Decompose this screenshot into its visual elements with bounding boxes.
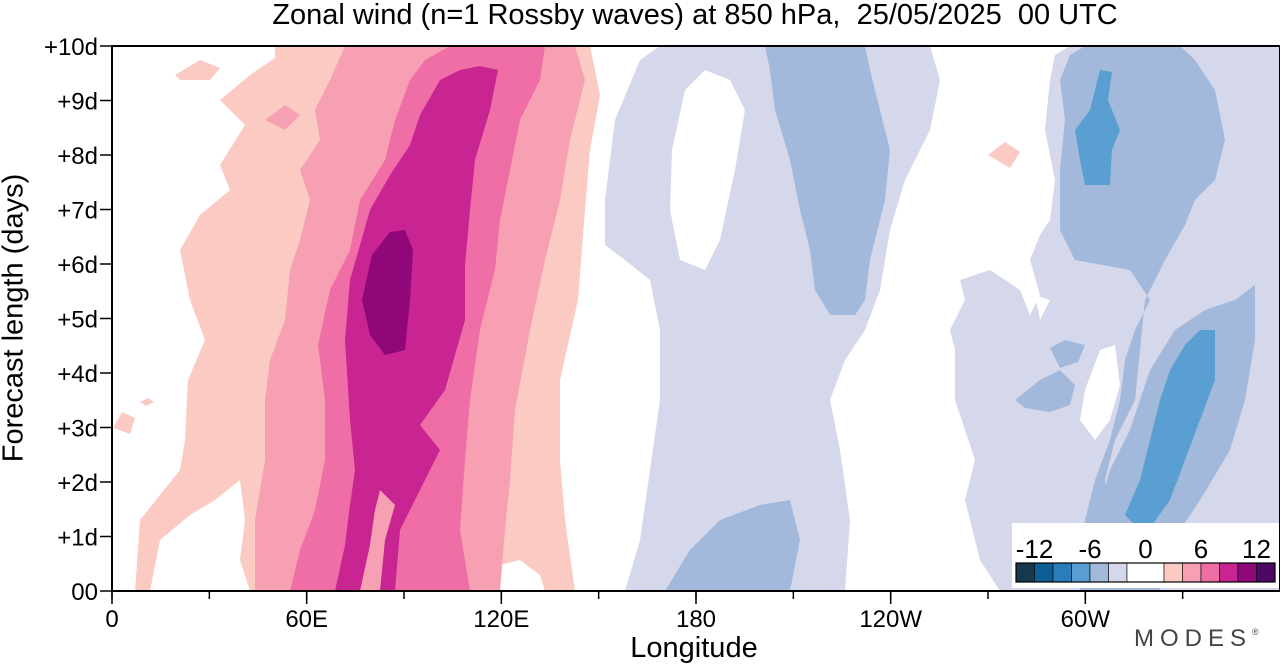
colorbar-label: 12 [1242,534,1271,564]
westerly-contour-level-4 [335,66,498,591]
westerly-contour-level-1 [495,560,545,591]
colorbar-label: -6 [1078,534,1101,564]
colorbar-swatch [1163,562,1183,583]
x-tick-label: 60E [285,606,328,633]
y-tick-label: +1d [57,525,98,552]
y-tick-label: +6d [57,252,98,279]
colorbar-swatch [1089,562,1109,583]
westerly-contour-level-4 [360,490,395,591]
colorbar-swatch [1015,562,1035,583]
easterly-contour-hole [670,70,745,270]
colorbar-label: 0 [1138,534,1152,564]
colorbar-swatch [1126,562,1165,583]
x-tick-label: 180 [676,606,716,633]
colorbar-swatch [1182,562,1202,583]
westerly-contour-level-1 [175,60,220,80]
y-tick-label: +7d [57,198,98,225]
y-tick-label: +8d [57,143,98,170]
modes-logo: MODES® [1134,625,1259,653]
easterly-contour-level-3 [1125,330,1215,535]
x-axis: 0 60E 120E 180 120W 60W [105,591,1184,633]
easterly-contour-level-2 [765,46,890,315]
y-tick-label: +10d [44,34,98,61]
x-tick-label: 120E [473,606,529,633]
y-tick-label: +2d [57,470,98,497]
easterly-contour-level-3 [1075,70,1120,185]
colorbar-swatch [1237,562,1257,583]
easterly-contour-hole [1035,295,1050,320]
westerly-contour-level-5 [362,230,413,355]
colorbar-swatch [1200,562,1220,583]
y-axis: 00 +1d +2d +3d +4d +5d +6d +7d +8d +9d +10d [44,34,112,606]
easterly-contour-level-2 [1050,340,1085,368]
westerly-contour-level-1 [113,412,135,434]
contour-fills [112,46,1280,591]
colorbar-swatch [1108,562,1128,583]
westerly-contour-level-1 [150,480,250,591]
easterly-contour-level-2 [1015,370,1075,412]
westerly-contour-level-1 [140,398,154,406]
y-tick-label: +5d [57,307,98,334]
colorbar-swatch [1219,562,1239,583]
x-tick-label: 60W [1061,606,1111,633]
brand-mark: ® [1252,627,1259,637]
colorbar-swatch [1052,562,1072,583]
colorbar-swatch [1071,562,1091,583]
easterly-contour-hole [1080,345,1120,440]
easterly-contour-level-2 [665,500,800,591]
westerly-contour-level-1 [988,142,1020,168]
x-axis-label: Longitude [630,632,758,664]
colorbar-swatch [1034,562,1054,583]
chart-title: Zonal wind (n=1 Rossby waves) at 850 hPa… [272,0,1118,31]
y-tick-label: 00 [71,579,98,606]
colorbar: -12 -6 0 6 12 [1012,523,1279,588]
y-tick-label: +3d [57,416,98,443]
x-tick-label: 120W [859,606,922,633]
y-axis-label: Forecast length (days) [0,173,30,463]
y-tick-label: +4d [57,361,98,388]
colorbar-label: 6 [1194,534,1208,564]
colorbar-frame [1015,562,1276,583]
x-tick-label: 0 [105,606,118,633]
westerly-contour-level-2 [325,120,345,140]
y-tick-label: +9d [57,89,98,116]
brand-name: MODES [1134,625,1253,652]
colorbar-label: -12 [1016,534,1054,564]
westerly-contour-level-2 [265,105,300,130]
colorbar-swatch [1256,562,1276,583]
